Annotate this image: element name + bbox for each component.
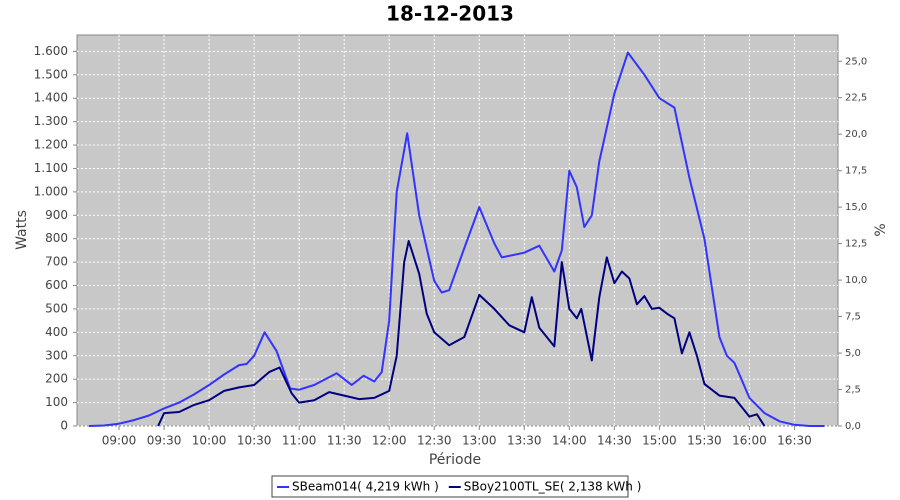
y-tick-label: 900 [45, 208, 68, 222]
y2-tick-label: 2,5 [845, 385, 861, 396]
series-line [157, 240, 766, 427]
legend-label: SBoy2100TL_SE( 2,138 kWh ) [464, 480, 642, 494]
y2-tick-label: 25,0 [845, 56, 867, 67]
y-tick-label: 200 [45, 372, 68, 386]
x-tick-label: 11:00 [282, 434, 317, 448]
y-tick-label: 1.300 [34, 114, 68, 128]
y2-axis-label: % [873, 223, 889, 236]
plot-area [76, 34, 839, 427]
y2-tick-label: 5,0 [845, 348, 861, 359]
y2-tick-label: 7,5 [845, 312, 861, 323]
x-tick-label: 10:00 [192, 434, 227, 448]
y-tick-label: 1.600 [34, 44, 68, 58]
x-tick-label: 15:30 [687, 434, 722, 448]
y-tick-label: 1.100 [34, 161, 68, 175]
x-tick-label: 10:30 [237, 434, 272, 448]
x-tick-label: 13:30 [507, 434, 542, 448]
y-tick-label: 500 [45, 301, 68, 315]
x-tick-label: 16:00 [732, 434, 767, 448]
y-tick-label: 0 [60, 419, 68, 433]
y2-tick-label: 22,5 [845, 93, 867, 104]
x-tick-label: 16:30 [777, 434, 812, 448]
y2-tick-label: 12,5 [845, 239, 867, 250]
y2-tick-label: 10,0 [845, 275, 867, 286]
y-tick-label: 600 [45, 278, 68, 292]
y-tick-label: 300 [45, 348, 68, 362]
x-tick-label: 13:00 [462, 434, 497, 448]
y2-tick-label: 20,0 [845, 129, 867, 140]
y-tick-label: 1.200 [34, 138, 68, 152]
y-tick-label: 100 [45, 395, 68, 409]
x-tick-label: 14:30 [597, 434, 632, 448]
y-tick-label: 1.400 [34, 91, 68, 105]
x-tick-label: 12:30 [417, 434, 452, 448]
x-axis-label: Période [429, 452, 481, 468]
y-tick-label: 1.000 [34, 184, 68, 198]
x-tick-label: 12:00 [372, 434, 407, 448]
legend-label: SBeam014( 4,219 kWh ) [292, 480, 439, 494]
y2-tick-label: 0,0 [845, 421, 861, 432]
y-tick-label: 1.500 [34, 67, 68, 81]
y2-tick-label: 17,5 [845, 166, 867, 177]
y2-tick-label: 15,0 [845, 202, 867, 213]
x-tick-label: 15:00 [642, 434, 677, 448]
y-tick-label: 700 [45, 255, 68, 269]
x-tick-label: 09:00 [102, 434, 137, 448]
x-tick-label: 11:30 [327, 434, 362, 448]
y-axis-label: Watts [14, 210, 30, 250]
chart-title: 18-12-2013 [386, 2, 514, 26]
series-line [88, 51, 825, 427]
x-tick-label: 14:00 [552, 434, 587, 448]
x-tick-label: 09:30 [147, 434, 182, 448]
y-tick-label: 400 [45, 325, 68, 339]
y-tick-label: 800 [45, 231, 68, 245]
